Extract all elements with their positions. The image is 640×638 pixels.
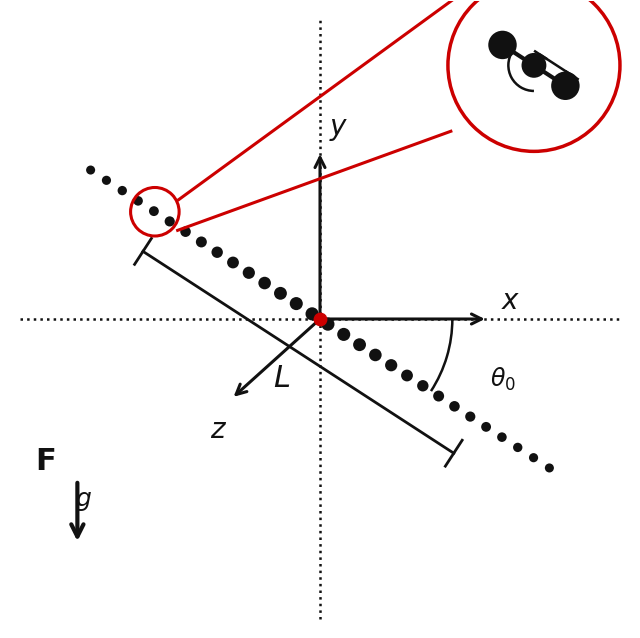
- Point: [433, 391, 444, 401]
- Point: [402, 371, 412, 381]
- Point: [117, 186, 127, 196]
- Point: [259, 278, 269, 288]
- Point: [212, 247, 222, 257]
- Point: [465, 412, 476, 422]
- Point: [449, 401, 460, 412]
- Circle shape: [448, 0, 620, 151]
- Text: $\theta$: $\theta$: [493, 81, 509, 105]
- Point: [196, 237, 207, 247]
- Text: $L$: $L$: [273, 364, 290, 393]
- Text: $g$: $g$: [75, 489, 92, 513]
- Text: $z$: $z$: [210, 417, 227, 444]
- Text: $\mathbf{F}$: $\mathbf{F}$: [35, 447, 55, 475]
- Point: [497, 40, 508, 50]
- Point: [291, 299, 301, 309]
- Point: [244, 268, 254, 278]
- Point: [101, 175, 111, 186]
- Point: [386, 360, 396, 370]
- Point: [180, 226, 191, 237]
- Point: [86, 165, 96, 175]
- Text: $x$: $x$: [501, 286, 520, 315]
- Point: [315, 314, 325, 324]
- Point: [323, 319, 333, 329]
- Point: [148, 206, 159, 216]
- Point: [418, 381, 428, 391]
- Point: [133, 196, 143, 206]
- Point: [275, 288, 285, 299]
- Point: [355, 339, 365, 350]
- Point: [544, 463, 554, 473]
- Point: [529, 452, 539, 463]
- Text: $y$: $y$: [329, 115, 348, 142]
- Point: [339, 329, 349, 339]
- Point: [481, 422, 492, 432]
- Text: $\theta_0$: $\theta_0$: [490, 366, 516, 393]
- Point: [529, 60, 539, 70]
- Point: [164, 216, 175, 226]
- Point: [371, 350, 381, 360]
- Point: [513, 442, 523, 452]
- Point: [560, 80, 570, 91]
- Text: $2a$: $2a$: [561, 37, 591, 61]
- Point: [307, 309, 317, 319]
- Point: [228, 257, 238, 267]
- Point: [497, 432, 507, 442]
